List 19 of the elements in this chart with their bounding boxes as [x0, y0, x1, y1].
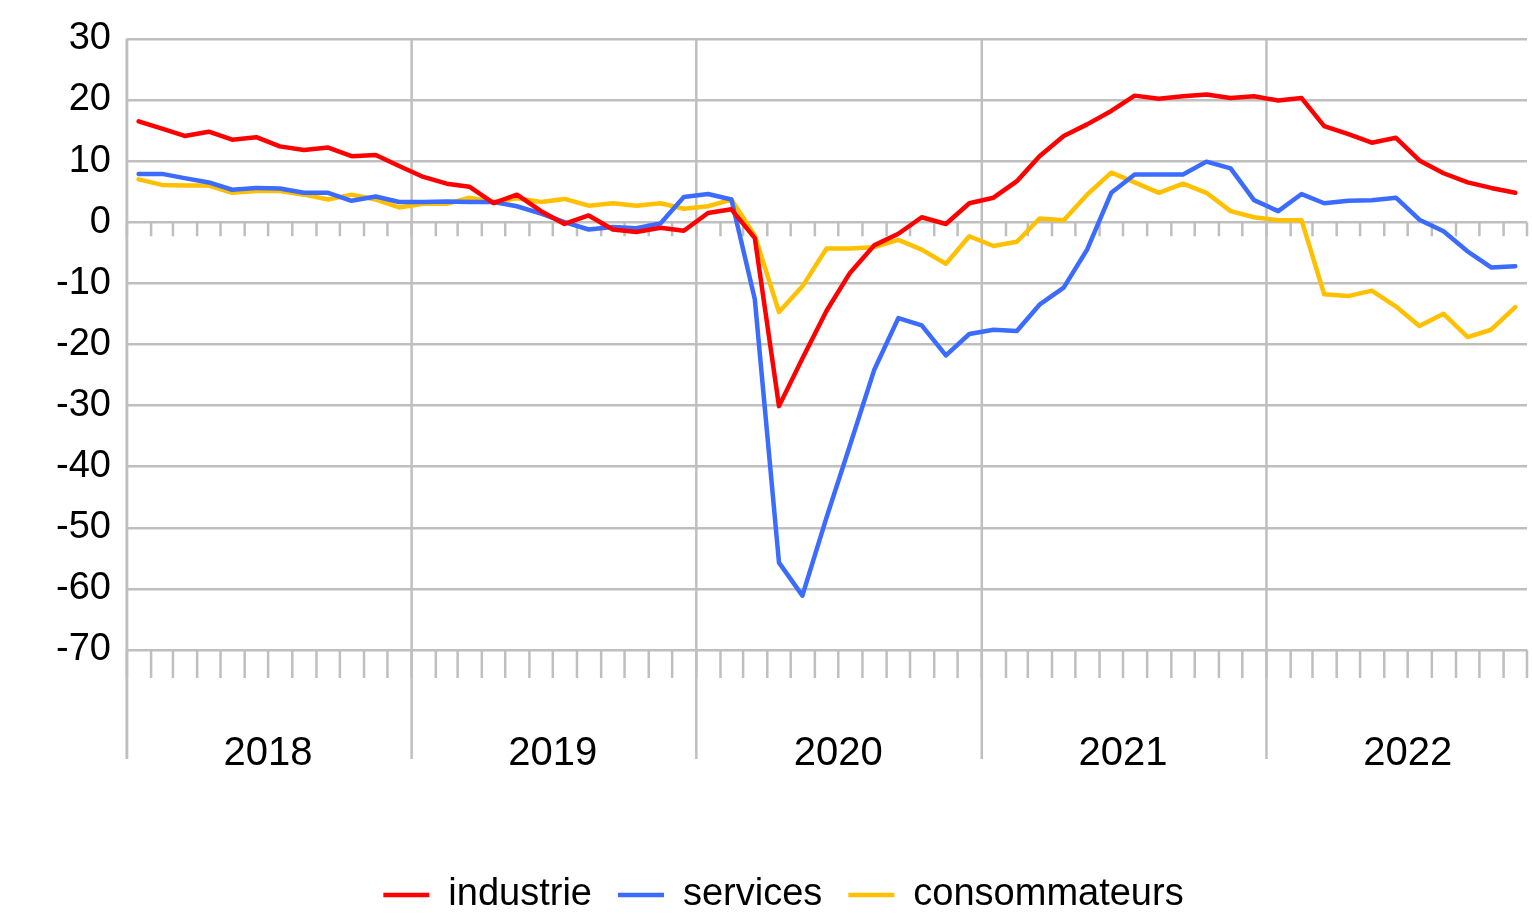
legend-label: industrie: [448, 871, 592, 914]
legend-label: consommateurs: [913, 871, 1184, 914]
y-tick-label: -10: [56, 259, 111, 302]
legend-label: services: [682, 871, 823, 914]
x-tick-label: 2018: [223, 729, 313, 774]
y-tick-label: -50: [56, 504, 111, 547]
y-tick-label: -60: [56, 565, 111, 608]
x-tick-label: 2019: [508, 729, 598, 774]
y-tick-label: -70: [56, 626, 111, 669]
y-tick-label: -30: [56, 382, 111, 424]
y-tick-label: -20: [56, 320, 111, 363]
y-tick-label: 20: [68, 76, 111, 119]
y-tick-label: 10: [68, 137, 111, 180]
y-tick-label: 30: [68, 15, 111, 58]
x-tick-label: 2020: [793, 729, 883, 774]
x-tick-label: 2022: [1363, 729, 1453, 774]
x-tick-label: 2021: [1078, 729, 1168, 774]
y-tick-label: -40: [56, 443, 111, 486]
y-tick-label: 0: [89, 198, 111, 241]
